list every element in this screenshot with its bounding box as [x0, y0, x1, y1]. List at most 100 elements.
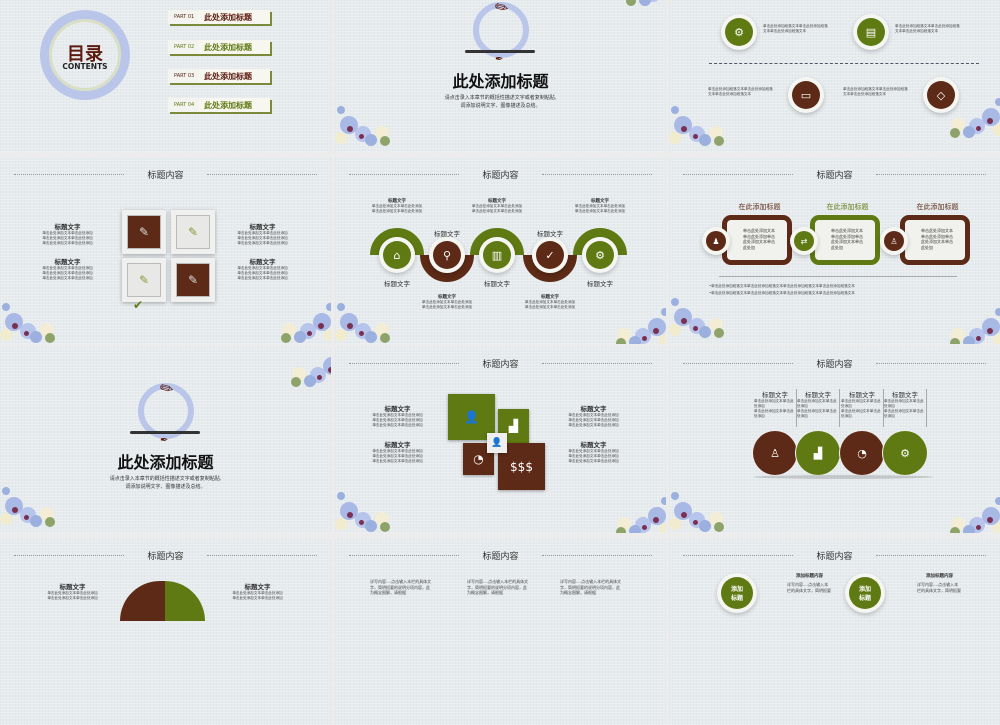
- pie-chart-icon: ◔: [840, 431, 884, 475]
- step-text: 单击此处添加文本单击此处添加: [421, 305, 473, 309]
- slide-puzzle[interactable]: 标题内容 ✎ ✎ ✎ ✎ ✔ 标题文字 单击此处添加文本单击此处添加 单击此处添加文本单击此处添…: [0, 158, 331, 344]
- slide-arc-shape[interactable]: 标题内容 标题文字 单击此处添加文本单击此处添加 单击此处添加文本单击此处添加 标题文字…: [0, 539, 331, 725]
- item-text: 单击此处添加文本单击此处添加: [237, 276, 288, 280]
- slide-contents[interactable]: 目录 CONTENTS PART 01 此处添加标题 PART 02 此处添加标题 PART…: [0, 0, 331, 152]
- section-title: 此处添加标题: [452, 72, 549, 91]
- exchange-icon: ⇄: [794, 231, 814, 251]
- part-number: PART 03: [174, 73, 195, 79]
- item-text-group: 单击此处添加文本单击此处添加 单击此处添加文本单击此处添加 单击此处添加文本单击此处…: [365, 413, 430, 428]
- step-text: 单击此处添加文本单击此处添加: [371, 204, 423, 208]
- slide-wave-process[interactable]: 标题内容 ⌂ 标题文字 标题文字 单击此处添加文本单击此处添加 单击此处添加文本单击此处添…: [335, 158, 666, 344]
- step-label: 标题文字: [537, 230, 563, 238]
- flower: [671, 492, 679, 500]
- flower: [45, 517, 55, 527]
- toc-part-1[interactable]: PART 01 此处添加标题: [168, 10, 270, 24]
- puzzle-tile: ✎: [122, 210, 166, 254]
- flower: [380, 333, 390, 343]
- part-number: PART 04: [174, 102, 195, 108]
- flower: [995, 98, 1000, 106]
- flower: [317, 375, 322, 380]
- text-box: 单击此处添加文本单击此处添加单击此处添加文本单击此处加: [810, 215, 880, 265]
- item-title: 标题文字: [249, 258, 276, 266]
- slide-add-title[interactable]: 标题内容 添加 标题 添加标题内容 详写内容....点击输入本栏的具体文字，简明扼要 添加…: [669, 539, 1000, 725]
- flower-decoration: [0, 293, 60, 343]
- connector-line: [883, 389, 884, 427]
- item-title: 标题文字: [580, 405, 607, 413]
- item-text: 单击此处添加文本单击此处添加: [232, 596, 283, 600]
- title-circle[interactable]: 添加 标题: [721, 577, 753, 609]
- flower: [24, 331, 29, 336]
- item-text: 详写内容....点击输入本栏的具体文字，简明扼要: [917, 582, 961, 593]
- flower: [2, 303, 10, 311]
- part-label: 此处添加标题: [204, 12, 252, 22]
- step-text-group: 单击此处添加文本单击此处添加 单击此处添加文本单击此处添加: [520, 300, 580, 310]
- item-title: 标题文字: [244, 583, 271, 591]
- slide-section-1[interactable]: ✎ ✒ 此处添加标题 请点击录入本章节的概括性描述文字或者复制粘贴, 调添加说明文字、图…: [335, 0, 666, 152]
- flower-decoration: [611, 487, 666, 533]
- item-title: 标题文字: [849, 391, 875, 399]
- document-icon: ▤: [857, 18, 885, 46]
- toc-part-2[interactable]: PART 02 此处添加标题: [168, 40, 270, 54]
- slide-three-boxes[interactable]: 标题内容 在此添加标题 单击此处添加文本单击此处添加单击此处添加文本单击此处加 ♟ 在此…: [669, 158, 1000, 344]
- flower: [653, 517, 659, 523]
- flower: [674, 502, 692, 520]
- item-heading: 添加标题内容: [926, 574, 953, 579]
- toc-part-3[interactable]: PART 03 此处添加标题: [168, 69, 270, 83]
- slide-section-2[interactable]: ✎ ✒ 此处添加标题 请点击录入本章节的概括性描述文字或者复制粘贴, 调添加说明文字、图…: [0, 347, 331, 533]
- slide-timeline[interactable]: ⚙ 单击此处添加段落文本单击此处添加段落 文本单击此处添加段落文本 ▤ 单击此处添加段落…: [669, 0, 1000, 152]
- item-title: 标题文字: [384, 405, 411, 413]
- item-text-group: 单击此处添加文本单击此处添加 单击此处添加文本单击此处添加: [797, 399, 837, 419]
- flower: [653, 328, 659, 334]
- flower-decoration: [335, 96, 395, 146]
- item-text: 单击此处添加文本单击此处添加: [237, 266, 288, 270]
- pencil-icon: ✎: [127, 215, 161, 249]
- slide-squares[interactable]: 标题内容 👤 ▟ ◔ $$$ 👤 标题文字 单击此处添加文本单击此处添加 单击此处添加文本单击此…: [335, 347, 666, 533]
- item-text: 详写内容....点击输入本栏的具体文字，简明扼要: [787, 582, 831, 593]
- box-heading: 在此添加标题: [916, 203, 959, 211]
- flower: [616, 338, 626, 344]
- item-text: 单击此处添加文本单击此处添加: [568, 449, 619, 453]
- item-title: 标题文字: [580, 441, 607, 449]
- step-title: 标题文字: [488, 199, 506, 204]
- item-text: 单击此处添加文本单击此处添加: [372, 418, 423, 422]
- part-number: PART 02: [174, 44, 195, 50]
- flower: [963, 525, 975, 533]
- item-text-group: 单击此处添加文本单击此处添加 单击此处添加文本单击此处添加 单击此处添加文本单击此处…: [365, 449, 430, 464]
- flower: [681, 512, 687, 518]
- circle-label: 添加: [730, 586, 743, 593]
- flower: [714, 136, 724, 146]
- section-desc: 调添加说明文字、图像描述及总结。: [125, 484, 206, 490]
- item-text: 单击此处添加文本单击此处添加: [568, 418, 619, 422]
- timeline-text: 文本单击此处添加段落文本: [763, 29, 807, 33]
- toc-part-4[interactable]: PART 04 此处添加标题: [168, 98, 270, 112]
- title-circle[interactable]: 添加 标题: [849, 577, 881, 609]
- item-text: 单击此处添加文本单击此处添加: [232, 591, 283, 595]
- section-desc: 调添加说明文字、图像描述及总结。: [460, 103, 541, 109]
- step-text: 单击此处添加文本单击此处添加: [371, 209, 423, 213]
- bullet-group: •单击此处添加段落文本单击此处添加段落文本单击此处添加段落文本单击此处添加段落文…: [709, 284, 959, 296]
- box-heading: 在此添加标题: [826, 203, 869, 211]
- slide-header: 标题内容: [0, 168, 331, 181]
- flower: [659, 334, 666, 344]
- flower: [359, 331, 364, 336]
- step-label: 标题文字: [434, 230, 460, 238]
- pencil-icon: ✎: [176, 215, 210, 249]
- timeline-text-group: 单击此处添加段落文本单击此处添加段落 文本单击此处添加段落文本: [763, 24, 838, 34]
- flower: [987, 517, 993, 523]
- timeline-text: 文本单击此处添加段落文本: [843, 92, 887, 96]
- item-text: 单击此处添加文本单击此处添加: [372, 454, 423, 458]
- item-text: 单击此处添加文本单击此处添加: [42, 231, 93, 235]
- wave-arc: [470, 228, 524, 255]
- flower: [365, 331, 377, 343]
- slide-four-circles[interactable]: 标题内容 标题文字 单击此处添加文本单击此处添加 单击此处添加文本单击此处添加 ♙ 标题文…: [669, 347, 1000, 533]
- box-heading: 在此添加标题: [738, 203, 781, 211]
- flower: [693, 134, 698, 139]
- slide-three-columns[interactable]: 标题内容 详写内容....点击输入本栏的具体文字，简明扼要的说明分项内容，此为概念…: [335, 539, 666, 725]
- part-label: 此处添加标题: [204, 71, 252, 81]
- timeline-text: 单击此处添加段落文本单击此处添加段落: [843, 87, 908, 91]
- flower: [995, 308, 1000, 316]
- circle-label: 标题: [858, 595, 871, 602]
- step-text: 单击此处添加文本单击此处添加: [471, 209, 523, 213]
- slide-header: 标题内容: [0, 549, 331, 562]
- step-text-group: 单击此处添加文本单击此处添加 单击此处添加文本单击此处添加: [467, 204, 527, 214]
